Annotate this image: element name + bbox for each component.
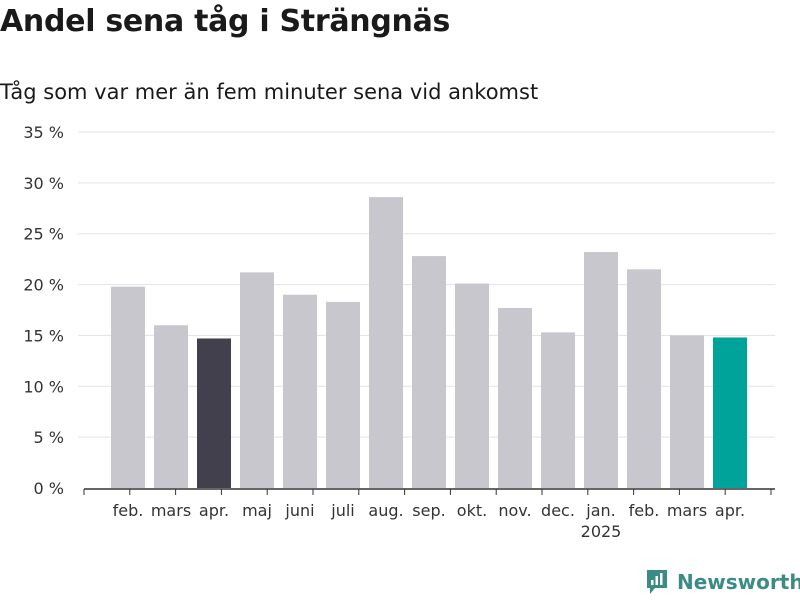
bar [498,307,532,488]
y-tick-label: 30 % [23,174,64,193]
newsworthy-logo: Newsworthy [645,568,800,596]
x-year-label: 2025 [581,522,622,541]
x-tick-label: maj [242,501,272,520]
bar [240,272,274,488]
newsworthy-logo-icon [647,570,667,594]
y-tick-label: 5 % [34,428,64,447]
x-tick-label: juni [284,501,314,520]
bar [154,325,188,488]
x-tick-label: okt. [457,501,487,520]
x-tick-label: feb. [113,501,144,520]
x-tick-label: apr. [199,501,229,520]
x-tick-label: sep. [412,501,445,520]
x-tick-label: feb. [629,501,660,520]
bar [111,286,145,488]
y-tick-label: 10 % [23,377,64,396]
y-tick-label: 35 % [23,123,64,142]
y-tick-label: 25 % [23,225,64,244]
x-tick-label: mars [151,501,191,520]
bar [541,332,575,488]
x-tick-label: nov. [498,501,531,520]
bar [455,283,489,488]
x-tick-label: juli [330,501,354,520]
bar [713,337,747,488]
chart-subtitle: Tåg som var mer än fem minuter sena vid … [0,80,539,104]
bar [369,197,403,488]
y-tick-label: 0 % [34,479,64,498]
bar [627,269,661,488]
x-tick-label: aug. [368,501,403,520]
bar [670,335,704,488]
bar [197,338,231,488]
y-tick-label: 15 % [23,326,64,345]
bar [283,294,317,488]
bar [584,252,618,488]
x-tick-label: jan. [585,501,615,520]
x-tick-label: mars [667,501,707,520]
chart-title: Andel sena tåg i Strängnäs [0,4,451,39]
x-tick-label: dec. [541,501,575,520]
bar [326,301,360,488]
x-tick-label: apr. [715,501,745,520]
y-tick-label: 20 % [23,276,64,295]
bar [412,256,446,488]
newsworthy-logo-text: Newsworthy [677,570,800,594]
